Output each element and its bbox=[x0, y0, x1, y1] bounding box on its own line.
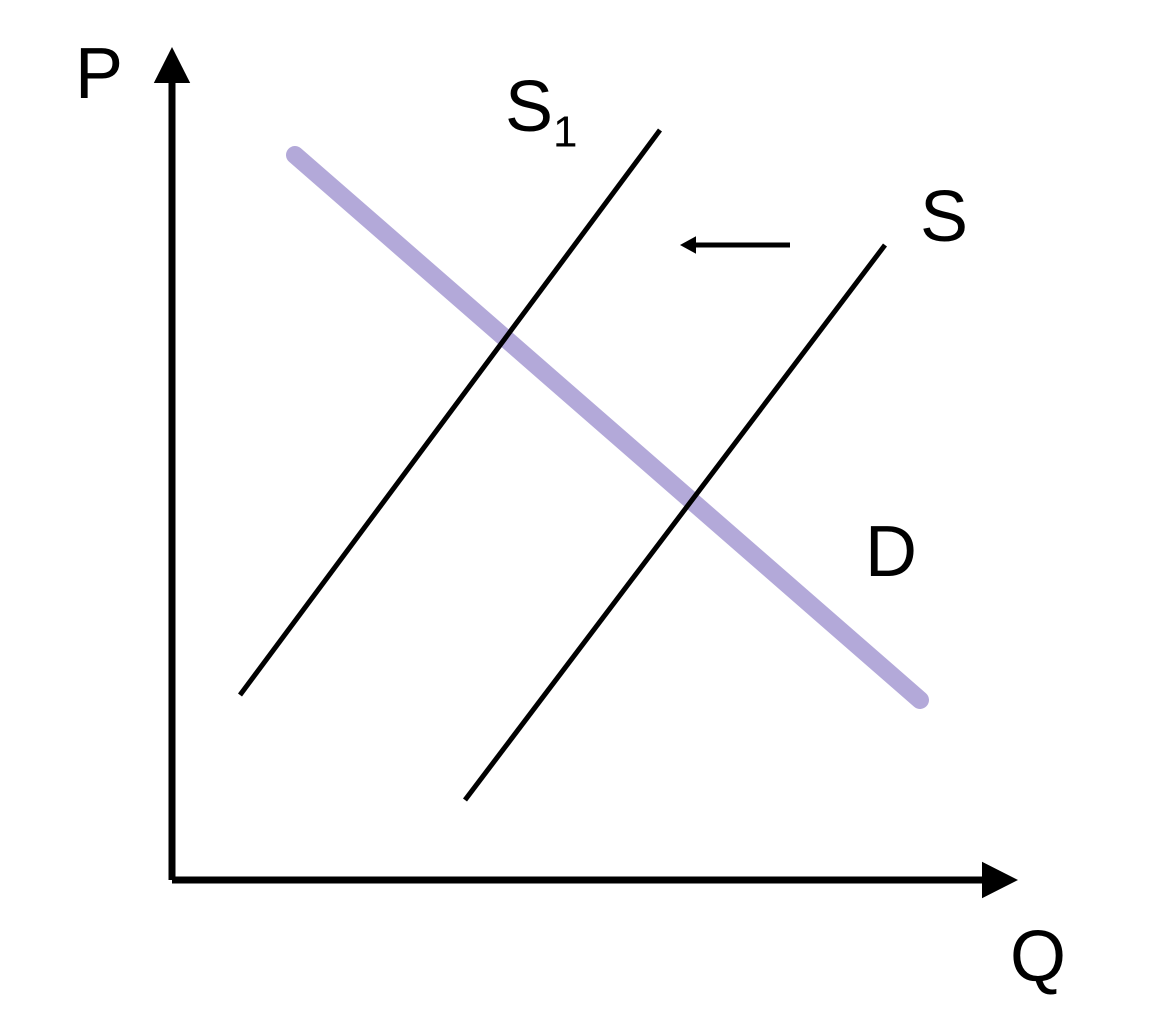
supply-shifted-curve-label: S1 bbox=[505, 66, 578, 157]
diagram-svg bbox=[0, 0, 1162, 1022]
supply-shifted-main-label: S bbox=[505, 67, 553, 147]
demand-curve-label: D bbox=[865, 511, 917, 593]
supply-demand-diagram: P Q D S S1 bbox=[0, 0, 1162, 1022]
supply-curve-label: S bbox=[920, 176, 968, 258]
y-axis-label: P bbox=[75, 33, 123, 115]
x-axis-label: Q bbox=[1010, 916, 1066, 998]
supply-shifted-sub-label: 1 bbox=[553, 107, 577, 156]
